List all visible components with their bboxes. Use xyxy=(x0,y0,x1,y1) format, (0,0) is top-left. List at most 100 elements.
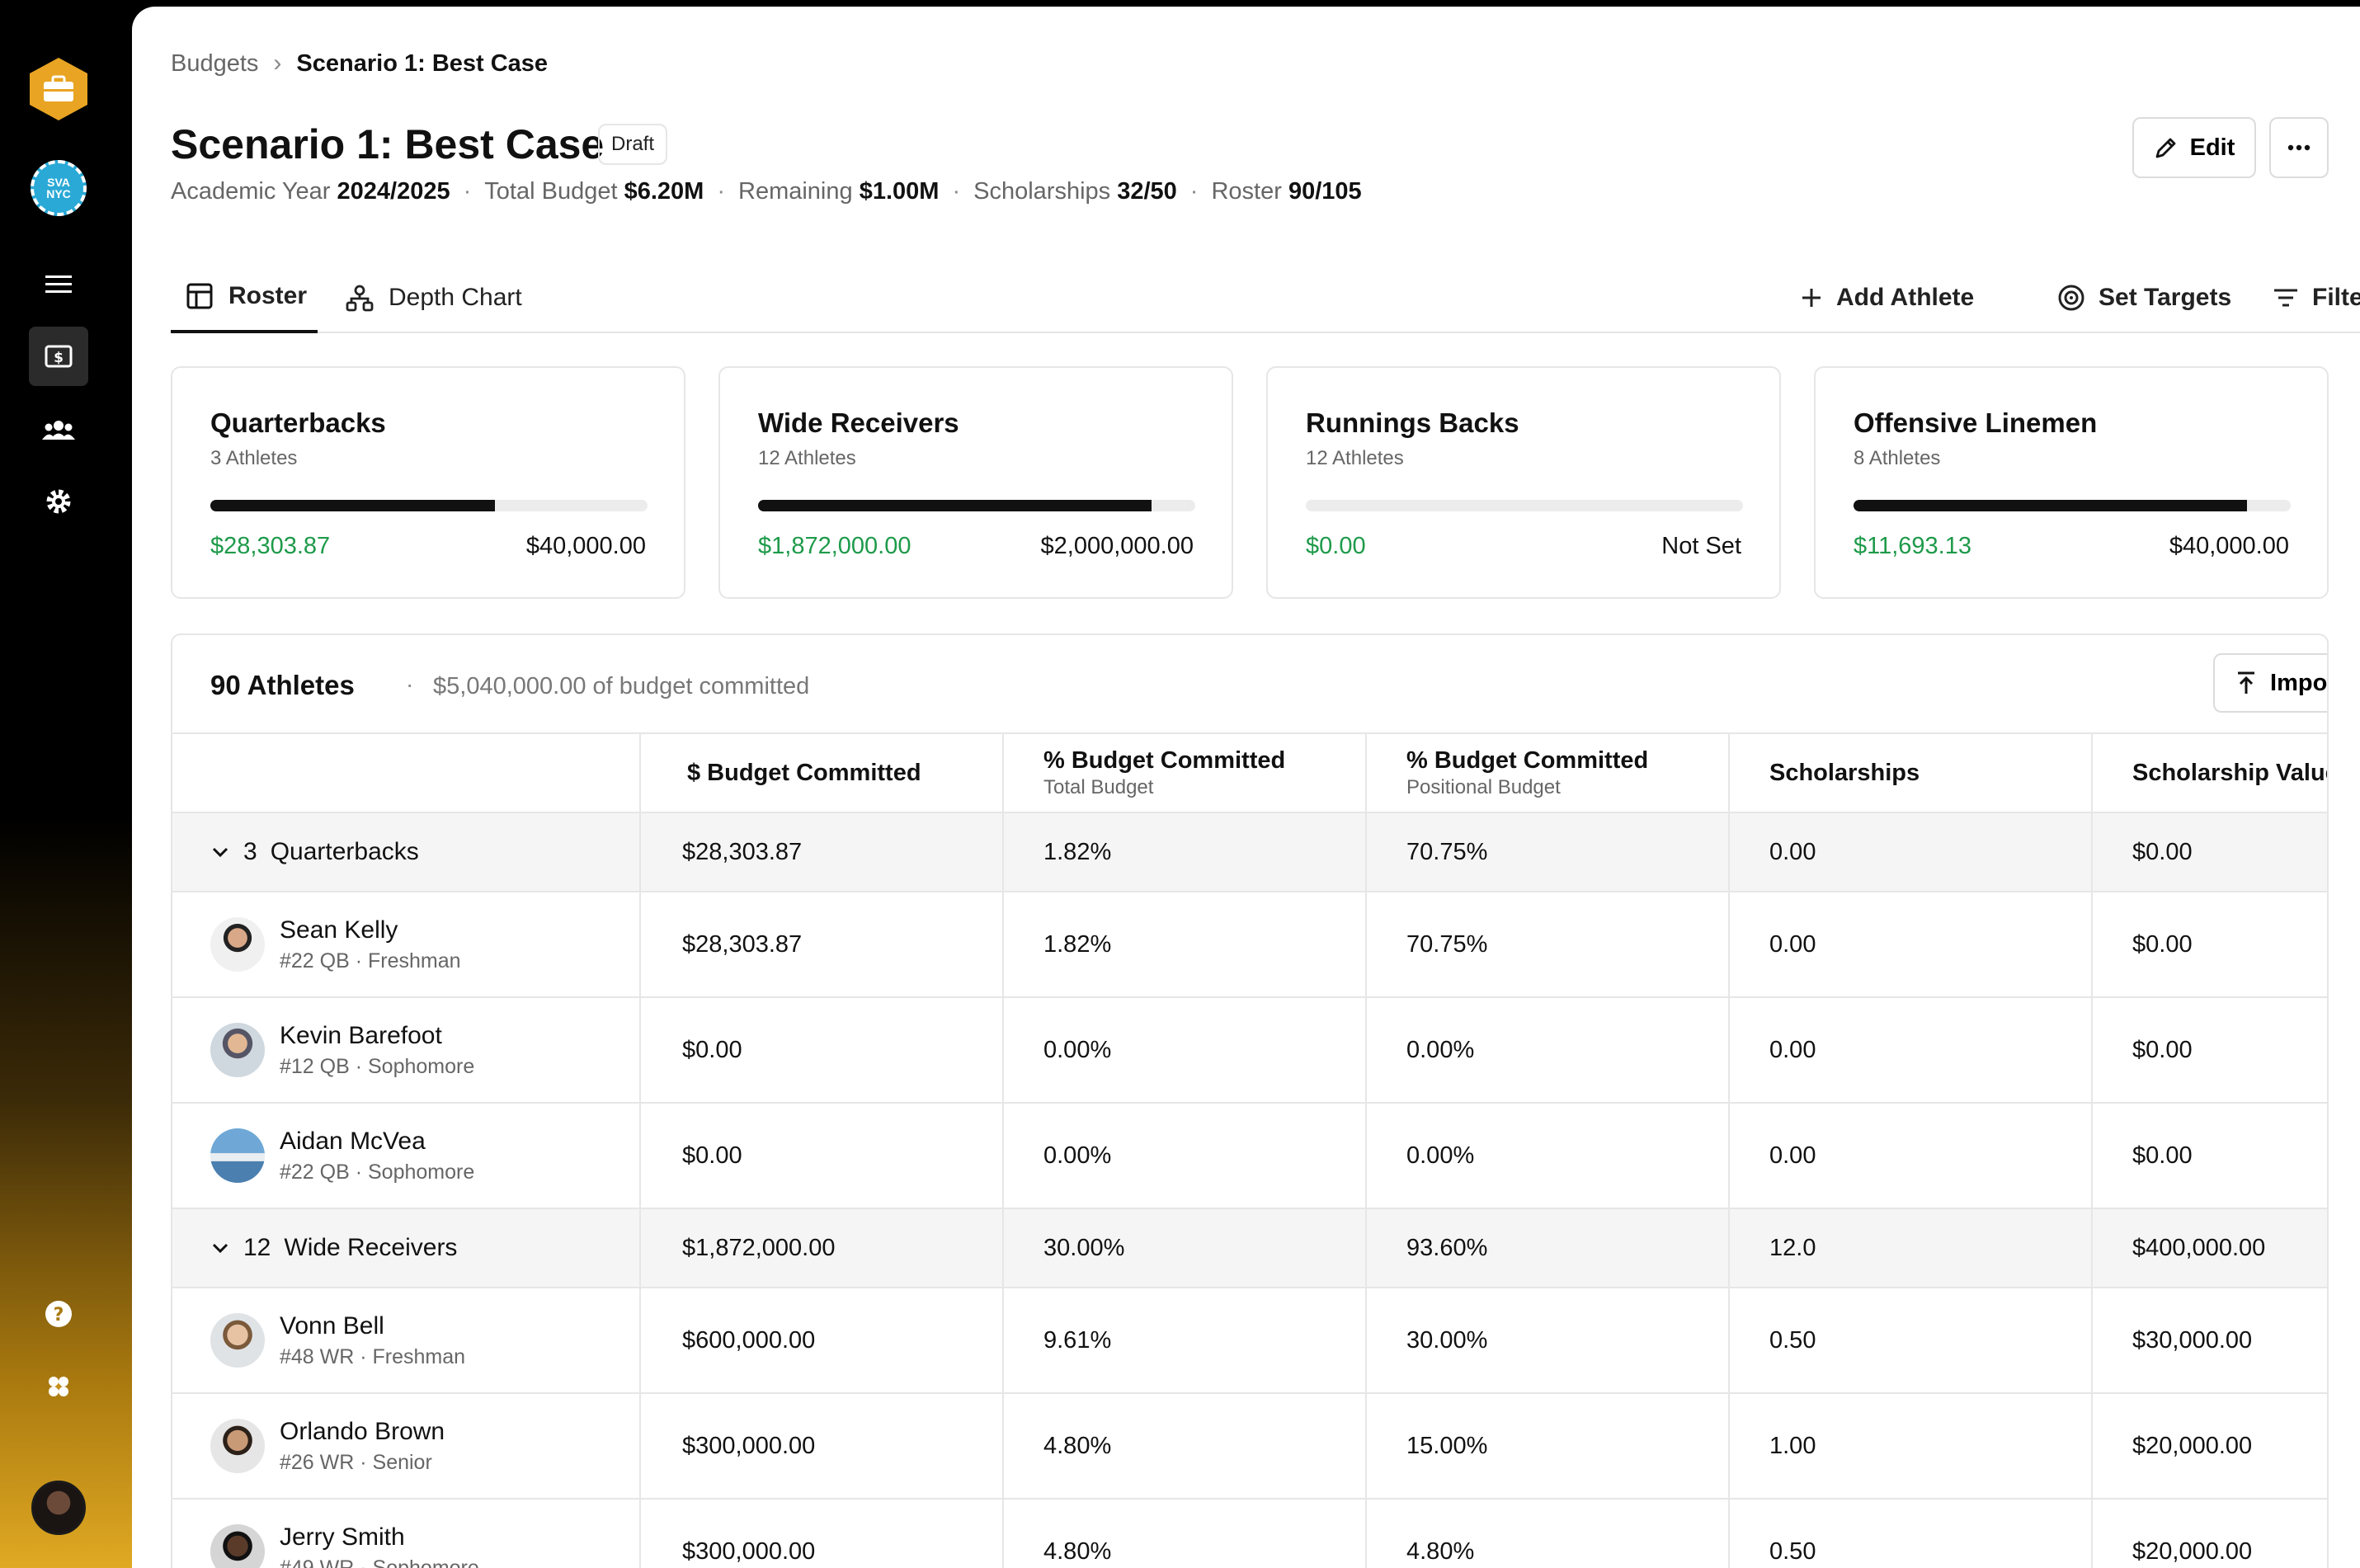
table-row[interactable]: Vonn Bell #48 WR · Freshman $600,000.00 … xyxy=(172,1287,2327,1392)
header-cell-scholarships[interactable]: Scholarships xyxy=(1728,734,2091,812)
athlete-cell: Kevin Barefoot #12 QB · Sophomore xyxy=(172,998,639,1102)
budget-progress-bar xyxy=(1854,500,2291,511)
cell-budget-committed: $28,303.87 xyxy=(639,813,1002,891)
meta-academic-year: Academic Year 2024/2025 xyxy=(171,178,450,205)
athlete-name[interactable]: Aidan McVea xyxy=(280,1127,426,1155)
athlete-details: Sean Kelly #22 QB · Freshman xyxy=(280,916,461,973)
meta-separator: · xyxy=(717,178,725,205)
cell-scholarship-value: $0.00 xyxy=(2091,813,2327,891)
card-athlete-count: 12 Athletes xyxy=(1306,447,1404,469)
breadcrumb-budgets-link[interactable]: Budgets xyxy=(171,49,259,77)
column-label: $ Budget Committed xyxy=(687,759,921,786)
athlete-name[interactable]: Vonn Bell xyxy=(280,1311,384,1340)
position-card-running-backs[interactable]: Runnings Backs 12 Athletes $0.00 Not Set xyxy=(1266,366,1781,599)
position-card-offensive-linemen[interactable]: Offensive Linemen 8 Athletes $11,693.13 … xyxy=(1814,366,2329,599)
tab-label: Depth Chart xyxy=(389,284,522,311)
group-count: 3 xyxy=(243,838,257,865)
cell-scholarships: 0.50 xyxy=(1728,1500,2091,1568)
header-cell-budget-committed[interactable]: $ Budget Committed xyxy=(639,734,1002,812)
apps-icon[interactable] xyxy=(29,1357,88,1416)
header-cell-pct-total[interactable]: % Budget Committed Total Budget xyxy=(1002,734,1365,812)
chevron-down-icon[interactable] xyxy=(210,1241,230,1255)
org-switcher[interactable]: SVA NYC xyxy=(29,158,88,218)
card-spent: $1,872,000.00 xyxy=(758,533,911,559)
cell-budget-committed: $0.00 xyxy=(639,998,1002,1102)
header-cell-scholarship-value[interactable]: Scholarship Value xyxy=(2091,734,2327,812)
athlete-name[interactable]: Jerry Smith xyxy=(280,1523,405,1551)
cell-scholarship-value: $0.00 xyxy=(2091,998,2327,1102)
budget-progress-fill xyxy=(1854,500,2247,511)
app-logo[interactable] xyxy=(29,58,88,120)
menu-icon[interactable] xyxy=(29,254,88,313)
set-targets-button[interactable]: Set Targets xyxy=(2057,262,2231,333)
meta-value: 2024/2025 xyxy=(337,178,450,205)
athletes-table-panel: 90 Athletes · $5,040,000.00 of budget co… xyxy=(171,633,2329,1568)
cell-scholarship-value: $0.00 xyxy=(2091,892,2327,996)
chevron-down-icon[interactable] xyxy=(210,845,230,859)
budget-progress-bar xyxy=(758,500,1195,511)
table-header-bar: 90 Athletes · $5,040,000.00 of budget co… xyxy=(172,635,2327,732)
athlete-name[interactable]: Sean Kelly xyxy=(280,916,398,944)
header-cell-pct-positional[interactable]: % Budget Committed Positional Budget xyxy=(1365,734,1728,812)
cell-pct-positional: 0.00% xyxy=(1365,1104,1728,1208)
import-csv-label: Import CSV xyxy=(2270,669,2328,696)
add-athlete-label: Add Athlete xyxy=(1836,284,1975,311)
budget-progress-bar xyxy=(1306,500,1743,511)
avatar xyxy=(210,1419,265,1473)
import-csv-button[interactable]: Import CSV xyxy=(2213,653,2328,713)
meta-value: $1.00M xyxy=(859,178,940,205)
budget-icon[interactable]: $ xyxy=(29,327,88,386)
team-icon[interactable] xyxy=(29,400,88,459)
meta-label: Scholarships xyxy=(973,178,1111,205)
budget-progress-fill xyxy=(758,500,1152,511)
athlete: Vonn Bell #48 WR · Freshman xyxy=(172,1312,639,1369)
table-row[interactable]: Aidan McVea #22 QB · Sophomore $0.00 0.0… xyxy=(172,1102,2327,1208)
meta-label: Roster xyxy=(1211,178,1282,205)
meta-total-budget: Total Budget $6.20M xyxy=(484,178,704,205)
add-athlete-button[interactable]: Add Athlete xyxy=(1800,262,1974,333)
table-row[interactable]: Orlando Brown #26 WR · Senior $300,000.0… xyxy=(172,1392,2327,1498)
edit-button[interactable]: Edit xyxy=(2132,117,2256,178)
filter-button[interactable]: Filter xyxy=(2273,262,2360,333)
group-count: 12 xyxy=(243,1234,271,1261)
help-icon[interactable]: ? xyxy=(29,1284,88,1344)
user-avatar[interactable] xyxy=(29,1478,88,1537)
table-row[interactable]: Kevin Barefoot #12 QB · Sophomore $0.00 … xyxy=(172,996,2327,1102)
position-card-wide-receivers[interactable]: Wide Receivers 12 Athletes $1,872,000.00… xyxy=(718,366,1233,599)
group-row-quarterbacks[interactable]: 3 Quarterbacks $28,303.87 1.82% 70.75% 0… xyxy=(172,812,2327,891)
group-name: Wide Receivers xyxy=(284,1234,458,1261)
table-row[interactable]: Jerry Smith #49 WR · Sophomore $300,000.… xyxy=(172,1498,2327,1568)
cell-scholarship-value: $0.00 xyxy=(2091,1104,2327,1208)
group-row-wide-receivers[interactable]: 12 Wide Receivers $1,872,000.00 30.00% 9… xyxy=(172,1208,2327,1287)
header-cell-name xyxy=(172,734,639,812)
card-spent: $11,693.13 xyxy=(1854,533,1971,559)
cell-pct-positional: 70.75% xyxy=(1365,813,1728,891)
tab-roster[interactable]: Roster xyxy=(171,262,318,333)
cell-scholarship-value: $20,000.00 xyxy=(2091,1500,2327,1568)
group-label: 3 Quarterbacks xyxy=(172,838,639,866)
status-badge: Draft xyxy=(598,124,668,165)
position-card-quarterbacks[interactable]: Quarterbacks 3 Athletes $28,303.87 $40,0… xyxy=(171,366,685,599)
table-row[interactable]: Sean Kelly #22 QB · Freshman $28,303.87 … xyxy=(172,891,2327,996)
tabs-bar: Roster Depth Chart Add Athlete Set Targe… xyxy=(171,262,2360,333)
chevron-right-icon: › xyxy=(273,49,282,77)
athlete-name[interactable]: Kevin Barefoot xyxy=(280,1021,442,1049)
athlete: Aidan McVea #22 QB · Sophomore xyxy=(172,1128,639,1184)
column-label: % Budget Committed xyxy=(1406,746,1649,774)
column-sublabel: Total Budget xyxy=(1043,775,1154,798)
settings-icon[interactable] xyxy=(29,472,88,531)
athlete-name[interactable]: Orlando Brown xyxy=(280,1417,445,1445)
card-spent: $28,303.87 xyxy=(210,533,331,559)
tab-depth-chart[interactable]: Depth Chart xyxy=(346,262,522,333)
main-panel: Budgets › Scenario 1: Best Case Scenario… xyxy=(132,7,2360,1568)
card-spent: $0.00 xyxy=(1306,533,1366,559)
card-target: $2,000,000.00 xyxy=(1040,533,1194,559)
athlete-details: Aidan McVea #22 QB · Sophomore xyxy=(280,1128,474,1184)
meta-label: Academic Year xyxy=(171,178,331,205)
cell-scholarships: 0.00 xyxy=(1728,998,2091,1102)
cell-pct-total: 30.00% xyxy=(1002,1209,1365,1287)
meta-value: $6.20M xyxy=(624,178,704,205)
more-options-button[interactable] xyxy=(2269,117,2329,178)
column-label: % Budget Committed xyxy=(1043,746,1286,774)
cell-pct-positional: 4.80% xyxy=(1365,1500,1728,1568)
